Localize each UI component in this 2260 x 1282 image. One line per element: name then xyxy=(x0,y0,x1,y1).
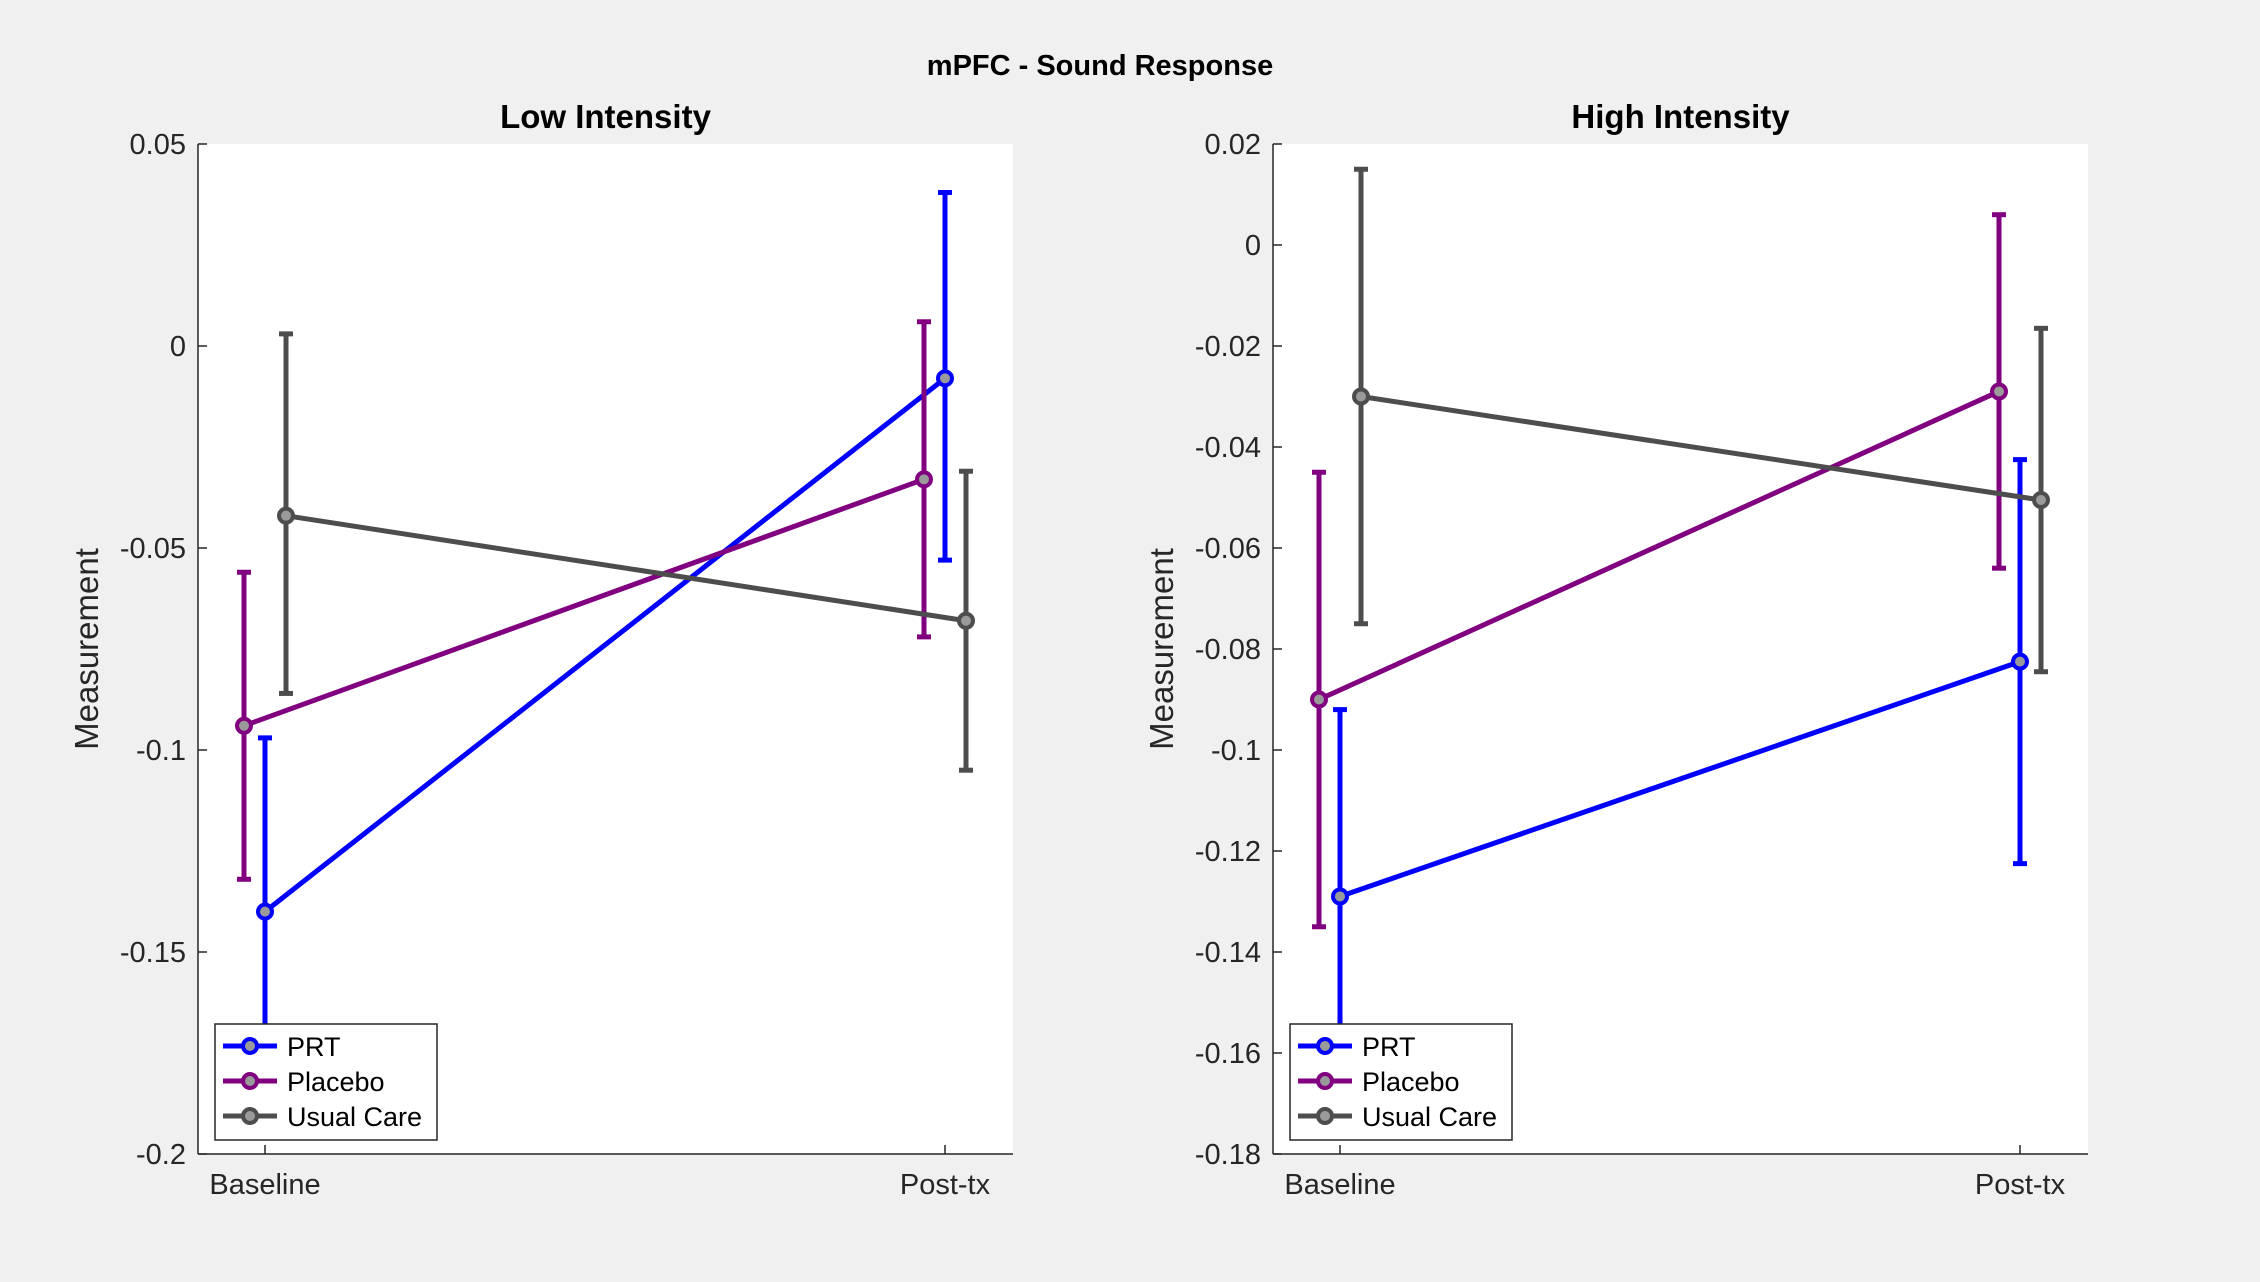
series-line-placebo xyxy=(1317,389,2001,702)
y-tick-label: -0.14 xyxy=(1195,937,1261,969)
y-axis-label: Measurement xyxy=(1143,548,1180,750)
series-line-prt xyxy=(263,376,947,914)
y-tick-label: -0.1 xyxy=(1211,735,1261,767)
series-line-placebo xyxy=(243,476,925,729)
data-point-usual-care xyxy=(1352,387,1370,406)
legend: PRT Placebo Usual Care xyxy=(214,1023,438,1141)
data-point-placebo xyxy=(915,470,933,489)
legend-marker-usual-care xyxy=(241,1107,259,1125)
x-tick-label: Post-tx xyxy=(1975,1169,2066,1201)
data-point-prt xyxy=(256,902,274,921)
data-layer xyxy=(1310,166,2050,1086)
subplot-low-intensity: Low Intensity -0.2 -0.15 -0.1 -0.05 0 0.05 Base… xyxy=(68,98,1013,1201)
x-tick-label: Post-tx xyxy=(900,1169,991,1201)
y-tick-label: 0 xyxy=(170,331,186,363)
subplot-title: High Intensity xyxy=(1571,98,1790,135)
legend-marker-prt xyxy=(241,1037,259,1055)
series-line-usual-care xyxy=(1360,394,2042,503)
series-line-prt xyxy=(1339,659,2021,899)
x-tick-label: Baseline xyxy=(209,1169,320,1201)
data-point-prt xyxy=(936,369,954,388)
y-tick-label: 0.02 xyxy=(1205,129,1261,161)
data-point-usual-care xyxy=(2032,491,2050,510)
y-tick-label: -0.08 xyxy=(1195,634,1261,666)
axes-background xyxy=(1273,144,2088,1154)
data-point-placebo xyxy=(235,716,253,735)
y-tick-label: -0.18 xyxy=(1195,1139,1261,1171)
data-point-prt xyxy=(2011,652,2029,671)
y-tick-label: 0 xyxy=(1245,230,1261,262)
subplot-high-intensity: High Intensity -0.18 -0.16 -0.14 -0.12 -0.1 -0… xyxy=(1143,98,2088,1201)
legend-marker-prt xyxy=(1316,1037,1334,1055)
data-point-placebo xyxy=(1310,690,1328,709)
data-point-placebo xyxy=(1990,382,2008,401)
y-tick-label: -0.16 xyxy=(1195,1038,1261,1070)
legend-label-usual-care: Usual Care xyxy=(1362,1102,1497,1132)
y-tick-label: -0.2 xyxy=(136,1139,186,1171)
legend-label-usual-care: Usual Care xyxy=(287,1102,422,1132)
data-point-usual-care xyxy=(277,506,295,525)
legend-marker-placebo xyxy=(1316,1072,1334,1090)
y-tick-label: -0.12 xyxy=(1195,836,1261,868)
y-tick-label: 0.05 xyxy=(130,129,186,161)
y-axis-label: Measurement xyxy=(68,548,105,750)
legend-label-placebo: Placebo xyxy=(1362,1067,1460,1097)
y-tick-label: -0.06 xyxy=(1195,533,1261,565)
legend-marker-placebo xyxy=(241,1072,259,1090)
y-tick-label: -0.15 xyxy=(120,937,186,969)
subplot-title: Low Intensity xyxy=(500,98,711,135)
y-tick-label: -0.04 xyxy=(1195,432,1261,464)
x-tick-label: Baseline xyxy=(1284,1169,1395,1201)
figure-suptitle: mPFC - Sound Response xyxy=(927,50,1273,82)
data-point-usual-care xyxy=(957,611,975,630)
legend-marker-usual-care xyxy=(1316,1107,1334,1125)
legend-label-prt: PRT xyxy=(1362,1032,1416,1062)
axes-background xyxy=(198,144,1013,1154)
data-point-prt xyxy=(1331,887,1349,906)
plots: Low Intensity -0.2 -0.15 -0.1 -0.05 0 0.05 Base… xyxy=(68,98,2088,1201)
legend-label-prt: PRT xyxy=(287,1032,341,1062)
legend: PRT Placebo Usual Care xyxy=(1289,1023,1513,1141)
y-tick-label: -0.02 xyxy=(1195,331,1261,363)
y-tick-label: -0.05 xyxy=(120,533,186,565)
legend-label-placebo: Placebo xyxy=(287,1067,385,1097)
y-tick-label: -0.1 xyxy=(136,735,186,767)
series-line-usual-care xyxy=(285,513,967,624)
